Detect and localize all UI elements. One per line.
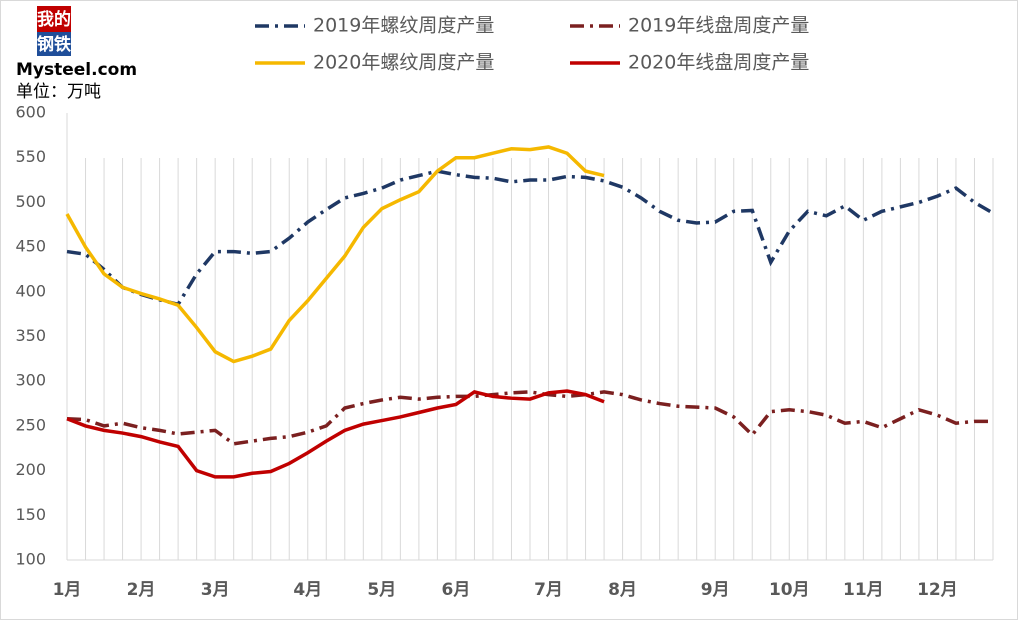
series-line bbox=[66, 390, 993, 446]
y-tick-label: 100 bbox=[15, 550, 46, 569]
x-tick-label: 10月 bbox=[769, 580, 810, 600]
x-tick-label: 6月 bbox=[441, 580, 470, 600]
logo: Mysteel.com bbox=[16, 60, 137, 80]
series-line bbox=[66, 169, 994, 307]
logo: 钢铁 bbox=[37, 34, 71, 55]
legend-label: 2020年线盘周度产量 bbox=[628, 52, 809, 74]
legend-label: 2019年线盘周度产量 bbox=[628, 15, 809, 37]
series-line bbox=[65, 145, 605, 364]
y-tick-label: 200 bbox=[15, 460, 46, 479]
legend-label: 2020年螺纹周度产量 bbox=[313, 52, 494, 74]
y-tick-label: 250 bbox=[15, 415, 46, 434]
logo-box bbox=[37, 32, 71, 56]
x-tick-label: 9月 bbox=[701, 580, 730, 600]
y-tick-label: 150 bbox=[15, 505, 46, 524]
x-tick-label: 11月 bbox=[843, 580, 884, 600]
x-tick-label: 12月 bbox=[917, 580, 958, 600]
unit: 单位：万吨 bbox=[16, 82, 101, 102]
x-tick-label: 1月 bbox=[53, 580, 82, 600]
y-tick-label: 600 bbox=[15, 103, 46, 122]
series-line bbox=[66, 389, 605, 479]
x-tick-label: 5月 bbox=[367, 580, 396, 600]
y-tick-label: 550 bbox=[15, 147, 46, 166]
x-tick-label: 2月 bbox=[127, 580, 156, 600]
y-tick-label: 300 bbox=[15, 371, 46, 390]
x-tick-label: 8月 bbox=[608, 580, 637, 600]
x-tick-label: 7月 bbox=[534, 580, 563, 600]
x-tick-label: 4月 bbox=[293, 580, 322, 600]
y-tick-label: 400 bbox=[15, 281, 46, 300]
logo: 我的 bbox=[37, 9, 71, 30]
x-tick-label: 3月 bbox=[201, 580, 230, 600]
y-tick-label: 450 bbox=[15, 237, 46, 256]
y-tick-label: 350 bbox=[15, 326, 46, 345]
logo-box bbox=[37, 6, 71, 32]
legend-label: 2019年螺纹周度产量 bbox=[313, 15, 494, 37]
y-tick-label: 500 bbox=[15, 192, 46, 211]
